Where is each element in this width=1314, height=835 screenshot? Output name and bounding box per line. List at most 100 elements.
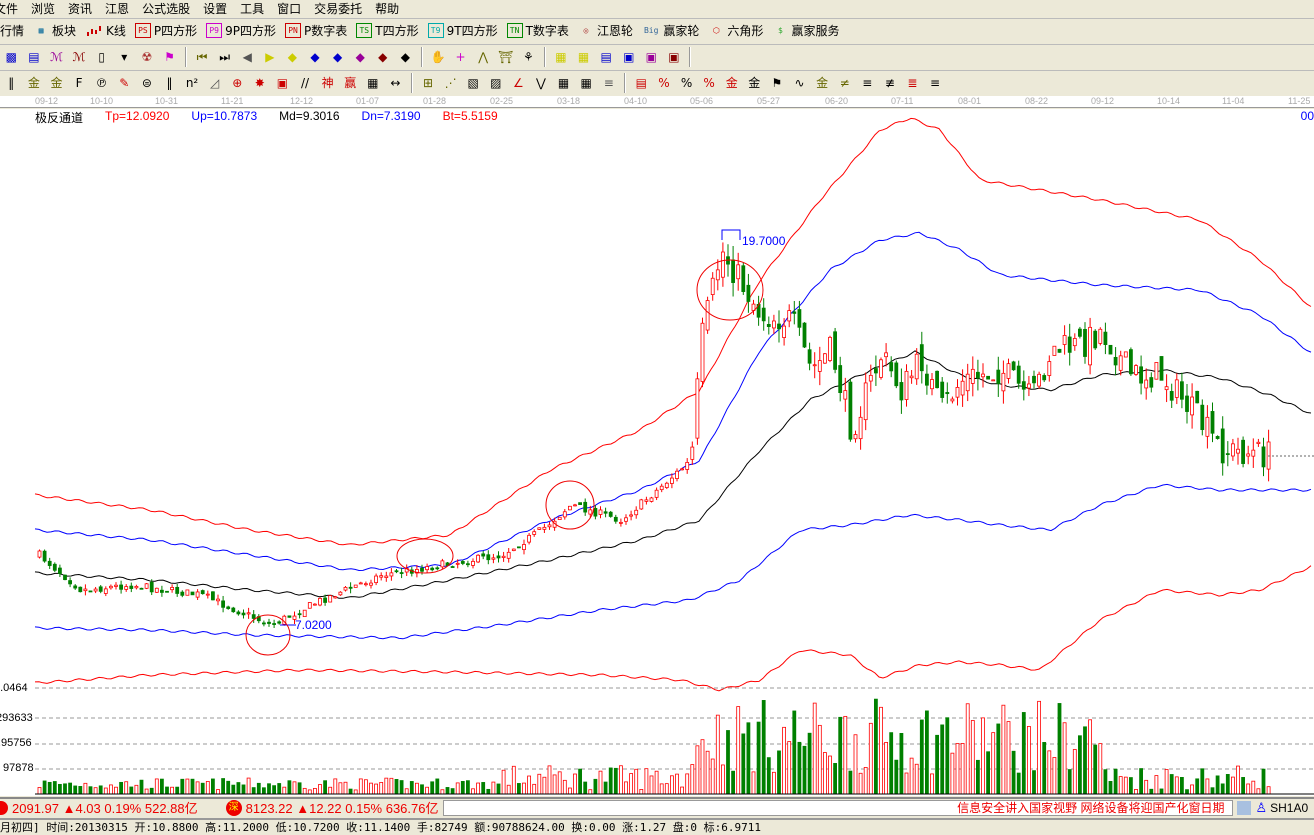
tool-icon-29[interactable]: ▣ bbox=[623, 49, 635, 64]
toolbar-item-11[interactable]: ⬡ 六角形 bbox=[708, 22, 764, 39]
toolbar-item-4[interactable]: P9 9P四方形 bbox=[206, 22, 276, 39]
tool-icon-13[interactable]: // bbox=[300, 75, 310, 90]
toolbar-item-10[interactable]: Big 赢家轮 bbox=[642, 22, 699, 39]
tool-icon-17[interactable]: ◆ bbox=[378, 49, 388, 64]
toolbar-item-3[interactable]: PS P四方形 bbox=[134, 22, 197, 39]
tool-icon-41[interactable]: ≣ bbox=[907, 75, 918, 90]
chart-area[interactable]: 极反通道 Tp=12.0920 Up=10.7873 Md=9.3016 Dn=… bbox=[0, 109, 1314, 796]
menu-formula[interactable]: 公式选股 bbox=[142, 1, 191, 16]
tool-icon-42[interactable]: ≡ bbox=[930, 75, 941, 90]
sz-index[interactable]: 8123.22 ▲12.22 0.15% 636.76亿 bbox=[245, 801, 439, 816]
tool-icon-24[interactable]: ⋁ bbox=[536, 75, 546, 90]
tool-icon-20[interactable]: ✋ bbox=[430, 49, 446, 64]
tool-icon-18[interactable]: ◆ bbox=[400, 49, 410, 64]
tool-icon-24[interactable]: ⚘ bbox=[522, 49, 534, 64]
tool-icon-22[interactable]: ⋀ bbox=[478, 49, 489, 64]
tool-icon-5[interactable]: ▾ bbox=[121, 49, 128, 64]
toolbar-item-9[interactable]: ◎ 江恩轮 bbox=[578, 22, 633, 39]
tool-icon-12[interactable]: ▶ bbox=[265, 49, 275, 64]
toolbar-item-5[interactable]: PN P数字表 bbox=[285, 22, 347, 39]
tool-icon-31[interactable]: ▣ bbox=[668, 49, 680, 64]
toolbar-item-8[interactable]: TN T数字表 bbox=[506, 22, 569, 39]
tool-icon-0[interactable]: ▩ bbox=[5, 49, 17, 64]
menu-help[interactable]: 帮助 bbox=[375, 1, 400, 16]
tool-icon-0[interactable]: ‖ bbox=[8, 75, 15, 90]
tool-icon-13[interactable]: ◆ bbox=[287, 49, 298, 64]
tool-icon-33[interactable]: 金 bbox=[725, 75, 738, 90]
menu-gann[interactable]: 江恩 bbox=[105, 1, 130, 16]
tool-icon-5[interactable]: ✎ bbox=[119, 75, 130, 90]
tool-icon-30[interactable]: % bbox=[658, 75, 670, 90]
tool-icon-23[interactable]: ⛩ bbox=[498, 49, 514, 64]
toolbar-item-0[interactable]: 行情 bbox=[0, 22, 24, 39]
menu-info[interactable]: 资讯 bbox=[68, 1, 93, 16]
tool-icon-11[interactable]: ◀ bbox=[242, 49, 252, 64]
tool-icon-20[interactable]: ⋰ bbox=[444, 75, 457, 90]
tool-icon-37[interactable]: 金 bbox=[816, 75, 829, 90]
tool-icon-6[interactable]: ⊜ bbox=[141, 75, 152, 90]
tool-icon-4[interactable]: ℗ bbox=[95, 75, 108, 90]
tool-icon-1[interactable]: ▤ bbox=[28, 49, 40, 64]
tool-icon-14[interactable]: 神 bbox=[321, 75, 334, 90]
toolbar-item-1[interactable]: ▦ 板块 bbox=[33, 22, 76, 39]
tool-icon-3[interactable]: F bbox=[75, 75, 83, 90]
toolbar-item-7[interactable]: T9 9T四方形 bbox=[427, 22, 498, 39]
tool-icon-15[interactable]: ◆ bbox=[332, 49, 343, 64]
tool-icon-26[interactable]: ▦ bbox=[555, 49, 567, 64]
tool-icon-7[interactable]: ⚑ bbox=[164, 49, 175, 64]
tool-icon-4[interactable]: ▯ bbox=[98, 49, 105, 64]
tool-icon-9[interactable]: ◿ bbox=[210, 75, 220, 90]
toolbar-item-2[interactable]: K线 bbox=[85, 22, 126, 39]
tool-icon-29[interactable]: ▤ bbox=[635, 75, 647, 90]
tool-icon-11[interactable]: ✸ bbox=[254, 75, 265, 90]
tool-icon-31[interactable]: % bbox=[680, 75, 693, 90]
tool-icon-22[interactable]: ▨ bbox=[490, 75, 502, 90]
toolbar-item-12[interactable]: $ 赢家服务 bbox=[772, 22, 839, 39]
tool-icon-2[interactable]: 金 bbox=[50, 75, 63, 90]
tool-icon-21[interactable]: ▧ bbox=[467, 75, 479, 90]
tool-icon-35[interactable]: ⚑ bbox=[771, 75, 783, 90]
tool-icon-21[interactable]: + bbox=[455, 49, 466, 64]
tool-icon-27[interactable]: ≡ bbox=[603, 75, 614, 90]
menu-settings[interactable]: 设置 bbox=[203, 1, 228, 16]
tool-icon-12[interactable]: ▣ bbox=[276, 75, 289, 90]
tool-icon-15[interactable]: 赢 bbox=[344, 75, 357, 90]
menu-trade[interactable]: 交易委托 bbox=[314, 1, 363, 16]
tool-icon-16[interactable]: ◆ bbox=[355, 49, 365, 64]
tool-icon-6[interactable]: ☢ bbox=[141, 49, 153, 64]
tool-icon-2[interactable]: ℳ bbox=[50, 49, 63, 64]
menu-tools[interactable]: 工具 bbox=[240, 1, 265, 16]
menu-file[interactable]: 文件 bbox=[0, 1, 19, 16]
tool-icon-10[interactable]: ⊕ bbox=[232, 75, 243, 90]
tool-icon-16[interactable]: ▦ bbox=[367, 75, 379, 90]
toolbar-icon: Big bbox=[643, 26, 659, 35]
tool-icon-26[interactable]: ▦ bbox=[580, 75, 592, 90]
tool-icon-1[interactable]: 金 bbox=[27, 75, 40, 90]
news-ticker[interactable]: 信息安全讲入国家视野 网络设备将迎国产化窗日期 bbox=[443, 799, 1234, 816]
tool-icon-28[interactable]: ▤ bbox=[600, 49, 612, 64]
toolbar-item-6[interactable]: TS T四方形 bbox=[356, 22, 419, 39]
tool-icon-7[interactable]: ‖ bbox=[166, 75, 173, 90]
menu-browse[interactable]: 浏览 bbox=[31, 1, 56, 16]
tool-icon-17[interactable]: ↔ bbox=[390, 75, 401, 90]
menu-window[interactable]: 窗口 bbox=[277, 1, 302, 16]
tool-icon-3[interactable]: ℳ bbox=[72, 49, 86, 64]
tool-icon-30[interactable]: ▣ bbox=[645, 49, 657, 64]
tool-icon-10[interactable]: ⏭ bbox=[219, 49, 231, 64]
news-text[interactable]: 信息安全讲入国家视野 网络设备将迎国产化窗日期 bbox=[957, 800, 1225, 815]
tool-icon-14[interactable]: ◆ bbox=[310, 49, 320, 64]
sh-index[interactable]: 2091.97 ▲4.03 0.19% 522.88亿 bbox=[12, 801, 198, 816]
tool-icon-25[interactable]: ▦ bbox=[557, 75, 570, 90]
tool-icon-38[interactable]: ≠ bbox=[839, 75, 850, 90]
tool-icon-32[interactable]: % bbox=[703, 75, 715, 90]
tool-icon-36[interactable]: ∿ bbox=[794, 75, 805, 90]
tool-icon-39[interactable]: ≡ bbox=[862, 75, 873, 90]
tool-icon-9[interactable]: ⏮ bbox=[196, 49, 208, 64]
tool-icon-23[interactable]: ∠ bbox=[512, 75, 524, 90]
tool-icon-34[interactable]: 金 bbox=[748, 75, 761, 90]
tool-icon-27[interactable]: ▦ bbox=[577, 49, 590, 64]
tool-icon-40[interactable]: ≢ bbox=[884, 75, 895, 90]
tool-icon-8[interactable]: n² bbox=[185, 75, 199, 90]
scroll-button[interactable] bbox=[1237, 800, 1252, 815]
tool-icon-19[interactable]: ⊞ bbox=[422, 75, 434, 90]
